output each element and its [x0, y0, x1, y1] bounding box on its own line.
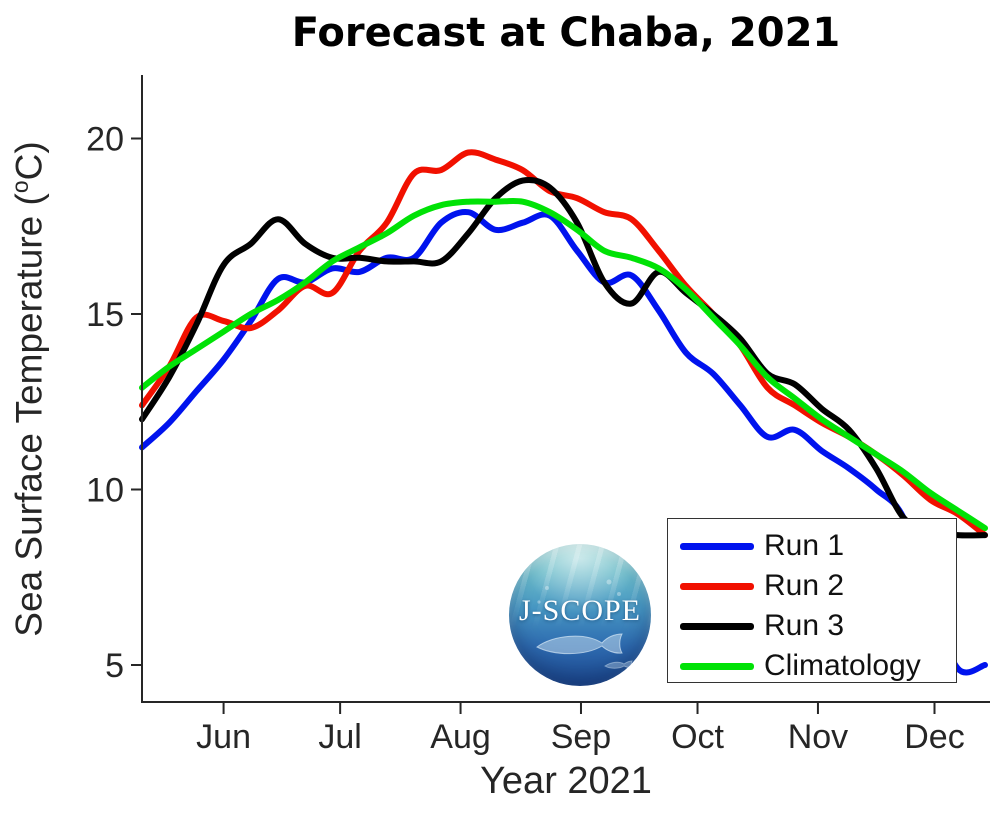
run2-line-swatch [680, 582, 754, 590]
legend-label-run2: Run 2 [764, 569, 845, 602]
x-tick-label-nov: Nov [788, 718, 848, 756]
axes-spines [141, 75, 990, 703]
legend: Run 1 Run 2 Run 3 Climatology [667, 518, 957, 683]
series-line-climatology [139, 197, 988, 532]
run3-line-swatch [680, 622, 754, 630]
y-tick-label-20: 20 [86, 121, 124, 159]
x-axis-label: Year 2021 [480, 760, 652, 802]
legend-item-run2: Run 2 [680, 567, 956, 605]
bubbles [537, 579, 621, 604]
y-axis-label-unit: C) [8, 141, 50, 181]
degree-superscript: o [7, 180, 33, 194]
y-tick-label-10: 10 [86, 472, 124, 510]
legend-item-run3: Run 3 [680, 607, 956, 645]
legend-label-run3: Run 3 [764, 609, 845, 642]
small-fish-icon [604, 660, 633, 669]
legend-label-climatology: Climatology [764, 649, 921, 682]
x-tick-label-jun: Jun [196, 718, 251, 756]
fish-illustration [536, 579, 633, 669]
run1-line-swatch [680, 542, 754, 550]
y-axis-label-text: Sea Surface Temperature ( [8, 193, 50, 637]
jscope-logo: J-SCOPE [509, 544, 651, 686]
y-tick-label-15: 15 [86, 296, 124, 334]
series-line-run-1 [139, 209, 988, 676]
x-tick-label-sep: Sep [551, 718, 612, 756]
legend-item-run1: Run 1 [680, 527, 956, 565]
logo-text: J-SCOPE [518, 594, 642, 627]
x-tick-label-aug: Aug [430, 718, 491, 756]
x-tick-label-oct: Oct [671, 718, 724, 756]
y-tick-label-5: 5 [105, 647, 124, 685]
fish-icon [536, 633, 623, 655]
legend-label-run1: Run 1 [764, 529, 845, 562]
y-axis-label: Sea Surface Temperature (oC) [7, 39, 49, 739]
climatology-line-swatch [680, 662, 754, 670]
series-line-run-3 [139, 176, 988, 539]
x-tick-label-dec: Dec [904, 718, 964, 756]
chart-title: Forecast at Chaba, 2021 [291, 10, 841, 56]
light-rays [509, 544, 651, 686]
legend-item-climatology: Climatology [680, 647, 956, 685]
x-tick-label-jul: Jul [318, 718, 361, 756]
